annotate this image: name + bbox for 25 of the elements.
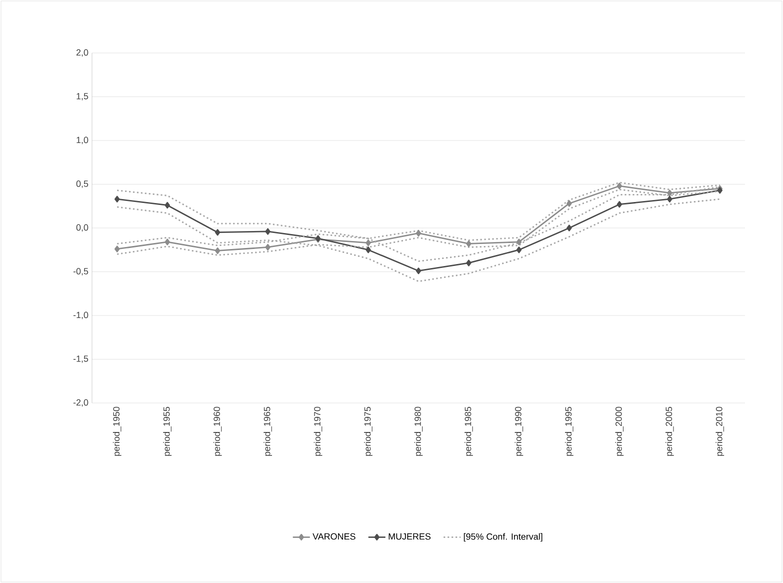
y-tick-label: -1,0 bbox=[73, 312, 88, 320]
x-tick-label: period_1965 bbox=[264, 406, 272, 456]
x-tick-label: period_1950 bbox=[112, 406, 122, 456]
legend-label: VARONES bbox=[312, 533, 356, 540]
x-tick-label: period_1980 bbox=[414, 406, 423, 456]
y-tick-label: -1,5 bbox=[73, 356, 88, 363]
y-tick-label: 0,5 bbox=[76, 180, 88, 188]
x-tick-label: period_1970 bbox=[314, 406, 322, 456]
y-tick-label: 1,0 bbox=[76, 136, 88, 144]
y-tick-label: 1,5 bbox=[76, 93, 88, 100]
x-tick-label: period_1995 bbox=[565, 406, 574, 456]
legend-label: [95% Conf. Interval] bbox=[464, 533, 542, 542]
legend-label: MUJERES bbox=[388, 533, 431, 540]
x-tick-label: period_2010 bbox=[716, 406, 724, 456]
y-tick-label: 2,0 bbox=[76, 49, 88, 57]
y-tick-label: -2,0 bbox=[73, 399, 88, 407]
x-tick-label: period_2000 bbox=[615, 406, 624, 456]
x-tick-label: period_2005 bbox=[665, 406, 674, 456]
y-tick-label: 0,0 bbox=[76, 224, 88, 232]
x-tick-label: period_1985 bbox=[464, 406, 473, 456]
x-tick-label: period_1975 bbox=[364, 406, 372, 456]
y-tick-label: -0,5 bbox=[73, 268, 88, 276]
x-tick-label: period_1960 bbox=[213, 406, 222, 456]
x-tick-label: period_1990 bbox=[514, 406, 524, 456]
x-tick-label: period_1955 bbox=[163, 406, 172, 456]
